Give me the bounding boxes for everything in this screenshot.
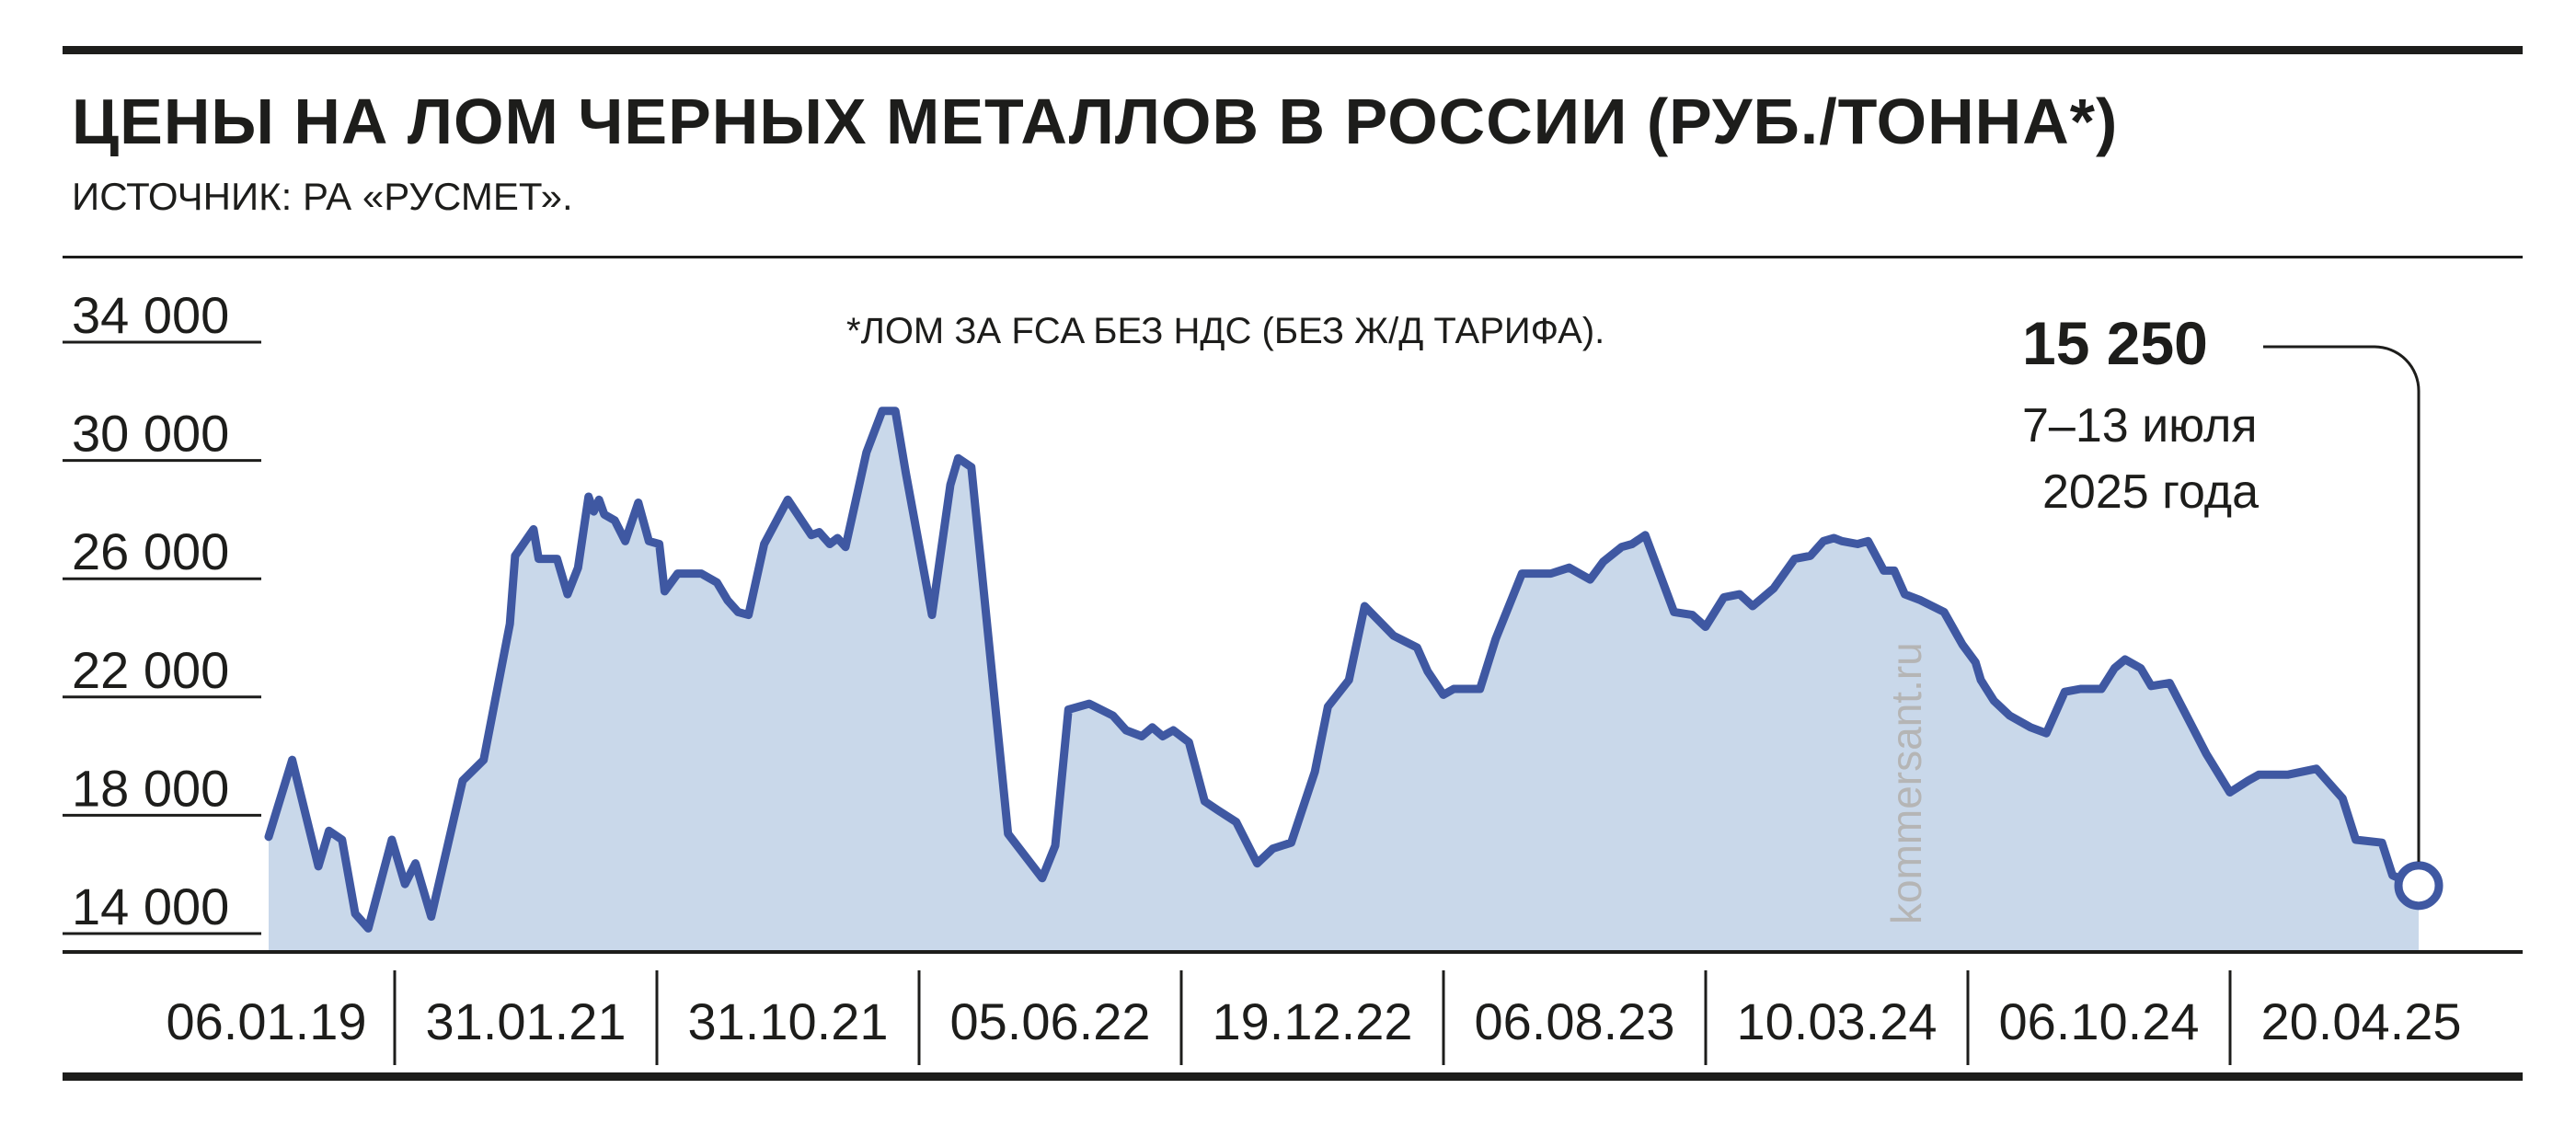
area-layer <box>264 407 2444 952</box>
y-tick-label: 34 000 <box>72 286 229 344</box>
x-tick-label: 10.03.24 <box>1737 992 1938 1050</box>
x-tick-label: 31.01.21 <box>426 992 627 1050</box>
callout-connector <box>2263 345 2421 862</box>
last-value-marker <box>2394 861 2444 911</box>
chart-title: ЦЕНЫ НА ЛОМ ЧЕРНЫХ МЕТАЛЛОВ В РОССИИ (РУ… <box>72 86 2119 157</box>
callout-year: 2025 года <box>2042 465 2259 519</box>
y-tick-label: 18 000 <box>72 759 229 817</box>
x-tick-label: 31.10.21 <box>688 992 889 1050</box>
x-tick-label: 05.06.22 <box>950 992 1151 1050</box>
watermark-layer: kommersant.ru <box>1882 642 1930 924</box>
top-rule <box>63 46 2523 54</box>
y-tick-label: 26 000 <box>72 522 229 580</box>
x-tick-label: 06.10.24 <box>1999 992 2200 1050</box>
series-line <box>264 407 2423 933</box>
source-line: ИСТОЧНИК: РА «РУСМЕТ». <box>72 175 573 218</box>
x-axis: 06.01.19 31.01.21 31.10.21 05.06.22 19.12.22… <box>63 950 2523 1065</box>
series-area <box>269 410 2419 952</box>
callout-value: 15 250 <box>2022 309 2208 377</box>
x-tick-label: 19.12.22 <box>1213 992 1413 1050</box>
footnote: *ЛОМ ЗА FCA БЕЗ НДС (БЕЗ Ж/Д ТАРИФА). <box>846 311 1605 351</box>
bottom-rule <box>63 1072 2523 1081</box>
y-tick-label: 22 000 <box>72 641 229 699</box>
callout-layer: 15 250 7–13 июля 2025 года <box>2022 309 2421 862</box>
y-tick-labels: 34 000 30 000 26 000 22 000 18 000 14 000 <box>72 286 229 935</box>
x-tick-label: 06.01.19 <box>167 992 367 1050</box>
callout-dates: 7–13 июля <box>2022 399 2258 453</box>
x-tick-label: 06.08.23 <box>1475 992 1675 1050</box>
x-tick-label: 20.04.25 <box>2261 992 2462 1050</box>
y-tick-label: 30 000 <box>72 405 229 463</box>
watermark: kommersant.ru <box>1882 642 1930 924</box>
y-tick-label: 14 000 <box>72 877 229 935</box>
y-gridlines <box>63 340 261 935</box>
header-divider <box>63 256 2523 258</box>
